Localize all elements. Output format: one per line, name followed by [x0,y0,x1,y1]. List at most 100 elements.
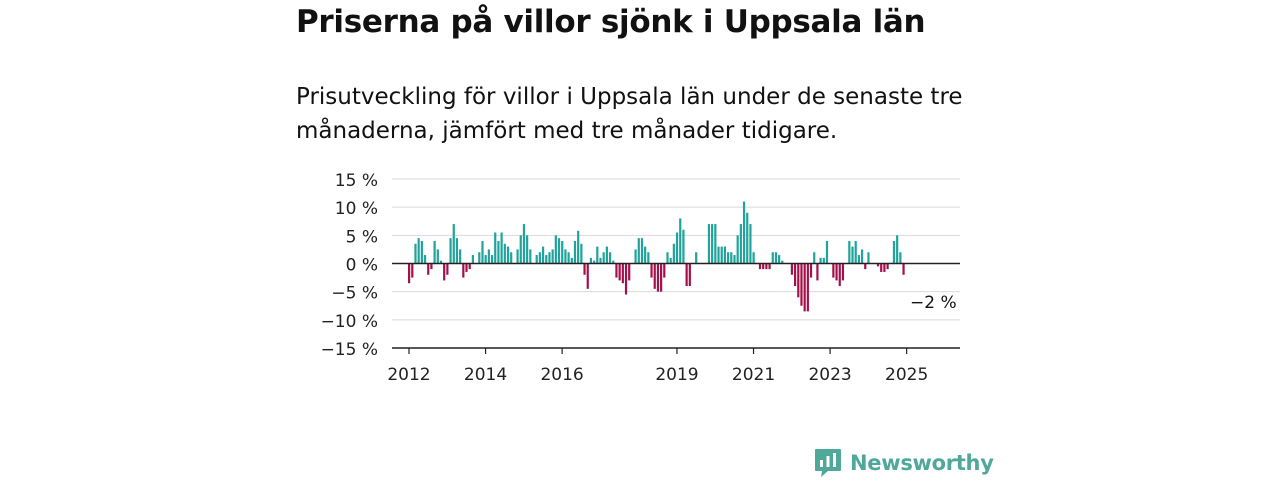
bar [781,260,784,264]
bar [679,218,682,264]
bar [564,249,567,264]
bar [586,263,589,289]
bar [433,240,436,264]
bar [449,238,452,264]
axes [392,262,960,349]
x-axis-ticks: 2012 2014 2016 2019 2021 2023 2025 [387,348,928,385]
bar [567,252,570,264]
y-tick-label: 10 % [335,199,378,219]
bar [816,263,819,281]
bar [832,263,835,278]
bar [420,240,423,264]
bar [459,249,462,264]
bar [589,257,593,264]
bar [647,252,650,264]
bar [462,263,465,278]
bar [510,252,513,264]
bar [851,246,854,264]
bar [522,224,526,264]
bar [864,263,867,270]
bar [618,263,621,281]
bar [720,246,723,264]
bar [653,263,656,289]
bar [835,263,838,281]
bar [813,252,816,264]
bar [481,240,484,264]
bar [656,263,660,292]
bar [774,252,778,264]
bar [746,212,749,264]
bar [660,263,663,292]
y-tick-label: −5 % [331,284,378,304]
bar [545,255,548,264]
bar [723,246,727,264]
bar [538,252,541,264]
bar [809,263,813,278]
bar [793,263,797,287]
bar [608,252,612,264]
bar [596,246,599,264]
y-axis-ticks: 15 % 10 % 5 % 0 % −5 % −10 % −15 % [321,171,378,360]
bar [822,257,825,264]
bar [730,252,733,264]
bar [644,246,647,264]
bar [800,263,803,306]
bar [593,260,596,264]
bar [739,224,742,264]
bar [682,229,685,264]
bar [825,240,829,264]
bar [551,249,554,264]
bar [628,263,631,281]
bar [717,246,720,264]
bar [580,243,583,264]
bar [465,263,468,272]
y-tick-label: 0 % [346,256,378,276]
bar [408,263,411,284]
bar [848,240,851,264]
bar [669,257,672,264]
bar [806,263,809,312]
bar [752,252,755,264]
bar [439,260,443,264]
bar [535,255,538,264]
y-tick-label: 15 % [335,171,378,191]
x-tick-label: 2014 [464,365,507,385]
x-tick-label: 2019 [655,365,698,385]
bar [516,249,519,264]
bar [841,263,845,281]
bar [427,263,430,275]
bar [733,255,736,264]
bar [573,240,577,264]
bar [854,240,857,264]
bar [490,255,494,264]
bar [455,238,459,264]
bar [819,257,822,264]
annotations: −2 % [910,293,957,313]
bar [577,230,580,264]
y-tick-label: 5 % [346,227,378,247]
newsworthy-logo[interactable]: Newsworthy [814,446,994,480]
bar [727,252,730,264]
bar [742,201,746,264]
x-tick-label: 2021 [732,365,775,385]
bar [880,263,883,272]
bar [436,249,439,264]
bar [749,224,752,264]
bar [526,235,529,264]
bar [443,263,446,281]
bar [711,224,714,264]
bar [529,249,532,264]
bar [762,263,765,270]
bar [803,263,806,312]
bar [624,263,628,295]
bar [634,249,637,264]
bar [876,263,880,267]
bar [599,257,602,264]
bar [663,263,666,278]
bar [411,263,414,278]
bar [768,263,771,270]
bar [557,238,561,264]
bar [583,263,586,275]
bar [494,232,497,264]
